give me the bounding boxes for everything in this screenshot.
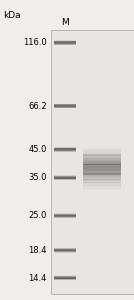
Bar (51, 30, 134, 294)
Bar (83, 161, 121, 162)
Bar (83, 157, 121, 158)
Text: 14.4: 14.4 (29, 274, 47, 283)
Bar (83, 179, 121, 180)
Bar (83, 164, 121, 165)
Bar (83, 159, 121, 160)
Bar (83, 186, 121, 187)
Text: 66.2: 66.2 (28, 102, 47, 111)
Bar (83, 163, 121, 164)
Bar (83, 152, 121, 153)
Bar (83, 172, 121, 173)
Bar (83, 151, 121, 152)
Bar (83, 150, 121, 151)
Bar (83, 156, 121, 157)
Bar (83, 185, 121, 186)
Bar (83, 184, 121, 185)
Text: 35.0: 35.0 (28, 173, 47, 182)
Bar (83, 164, 121, 165)
Bar (83, 157, 121, 158)
Bar (83, 174, 121, 175)
Bar (83, 177, 121, 178)
Bar (83, 178, 121, 179)
Bar (83, 160, 121, 161)
Bar (83, 158, 121, 159)
Bar (83, 165, 121, 166)
Text: kDa: kDa (3, 11, 20, 20)
Bar (83, 166, 121, 167)
Text: 18.4: 18.4 (28, 246, 47, 255)
Bar (83, 175, 121, 176)
Bar (83, 154, 121, 155)
Bar (83, 176, 121, 177)
Bar (83, 168, 121, 169)
Bar (83, 174, 121, 175)
Bar (83, 149, 121, 150)
Bar (83, 160, 121, 161)
Bar (83, 188, 121, 189)
Text: M: M (61, 18, 69, 27)
Bar (83, 179, 121, 180)
Bar (83, 150, 121, 151)
Bar (83, 167, 121, 168)
Bar (83, 149, 121, 150)
Text: 116.0: 116.0 (23, 38, 47, 47)
Bar (83, 188, 121, 189)
Bar (83, 181, 121, 182)
Bar (83, 155, 121, 156)
Bar (83, 148, 121, 149)
Bar (83, 189, 121, 190)
Bar (83, 180, 121, 181)
Bar (83, 173, 121, 174)
Bar (83, 169, 121, 170)
Bar (83, 153, 121, 154)
Bar (83, 151, 121, 152)
Bar (83, 183, 121, 184)
Bar (83, 187, 121, 188)
Bar (83, 148, 121, 149)
Bar (83, 167, 121, 168)
Bar (83, 171, 121, 172)
Bar (83, 182, 121, 183)
Bar (83, 169, 121, 170)
Bar (83, 162, 121, 163)
Bar (83, 181, 121, 182)
Text: 25.0: 25.0 (29, 212, 47, 220)
Bar (83, 161, 121, 162)
Bar (83, 170, 121, 171)
Text: 45.0: 45.0 (29, 145, 47, 154)
